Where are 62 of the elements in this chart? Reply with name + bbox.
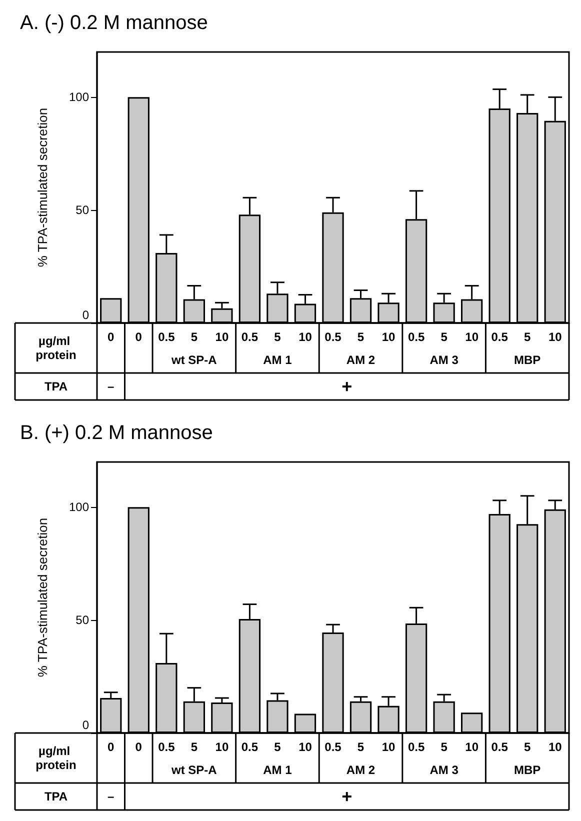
x-tick-label: 0 [135,330,142,344]
x-tick-label: 0.5 [241,330,258,344]
x-tick-label: 10 [215,330,229,344]
x-tick-label: 10 [548,330,562,344]
text: wt SP-A [170,763,218,777]
x-tick-label: 0.5 [158,330,176,344]
x-tick-label: 10 [298,740,312,754]
x-tick-label: 0.5 [408,330,425,344]
x-tick-label: 10 [382,330,396,344]
x-tick-label: 5 [440,740,448,754]
x-tick-label: 10 [465,740,479,754]
y-axis-title: % TPA-stimulated secretion [35,518,50,678]
text: AM 1 [263,763,292,777]
x-tick-label: 5 [190,740,198,754]
x-tick-label: 0 [108,740,115,754]
x-tick-label: 5 [274,740,282,754]
x-tick-label: 0.5 [491,330,508,344]
x-tick-label: 0.5 [491,740,508,754]
y-tick-label: 100 [68,500,90,514]
x-tick-label: 5 [524,740,532,754]
text: AM 3 [430,763,459,777]
text: MBP [514,353,541,367]
y-tick-label: 0 [82,718,90,732]
x-tick-label: 10 [298,330,312,344]
text: wt SP-A [170,353,218,367]
x-tick-label: 0.5 [324,330,342,344]
y-axis-title: % TPA-stimulated secretion [35,108,50,268]
text: TPA [44,790,68,804]
y-tick-label: 100 [68,90,90,104]
text: TPA [44,380,68,394]
y-tick-label: 50 [76,203,90,218]
x-tick-label: 0.5 [408,740,425,754]
text: MBP [514,763,541,777]
text: + [342,786,352,806]
text: – [108,790,115,804]
y-tick-label: 0 [82,308,90,322]
x-tick-label: 5 [524,330,532,344]
text: + [342,376,352,396]
x-tick-label: 0 [108,330,115,344]
x-tick-label: 10 [382,740,396,754]
text: µg/ml protein [36,334,76,362]
x-tick-label: 0.5 [324,740,342,754]
chart-title: A. (-) 0.2 M mannose [20,12,208,34]
x-tick-label: 10 [548,740,562,754]
text: AM 2 [346,353,376,367]
chart-title: B. (+) 0.2 M mannose [20,422,213,444]
text: AM 1 [263,353,292,367]
x-tick-label: 5 [440,330,448,344]
x-tick-label: 0 [135,740,142,754]
x-tick-label: 5 [357,740,364,754]
x-tick-label: 5 [190,330,198,344]
x-tick-label: 5 [274,330,282,344]
x-tick-label: 0.5 [241,740,258,754]
text: – [108,380,115,394]
x-tick-label: 5 [357,330,364,344]
text: µg/ml protein [36,744,76,772]
x-tick-label: 0.5 [158,740,176,754]
text: AM 2 [346,763,376,777]
x-tick-label: 10 [465,330,479,344]
text: AM 3 [430,353,459,367]
x-tick-label: 10 [215,740,229,754]
y-tick-label: 50 [76,613,90,628]
